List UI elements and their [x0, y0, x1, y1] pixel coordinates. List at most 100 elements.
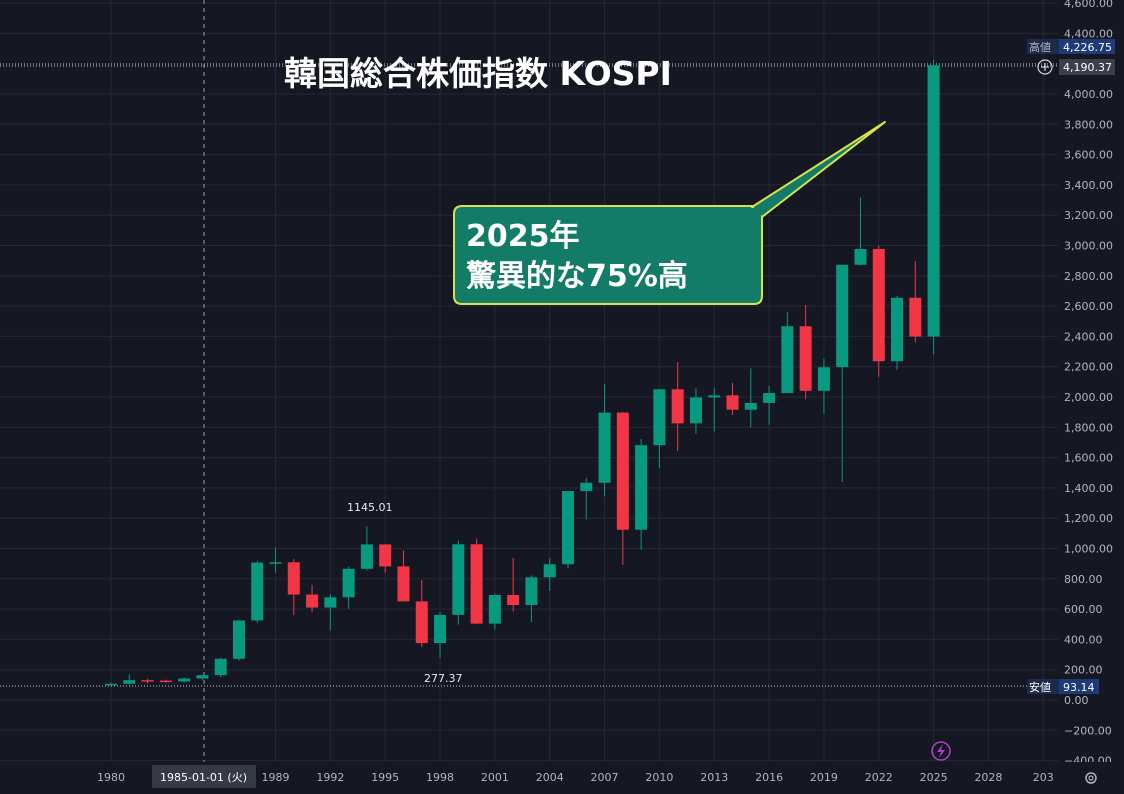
candle-2009[interactable]	[635, 438, 648, 550]
gear-icon[interactable]	[1085, 772, 1097, 784]
y-tick-label: 400.00	[1064, 633, 1103, 646]
candle-1997[interactable]	[415, 580, 428, 647]
y-tick-label: 1,800.00	[1064, 421, 1113, 434]
current-price-marker[interactable]: 4,190.37	[1037, 59, 1115, 75]
x-tick-label: 2025	[920, 771, 948, 784]
candle-2002[interactable]	[507, 558, 520, 612]
candle-2018[interactable]	[799, 305, 812, 400]
y-tick-label: 3,000.00	[1064, 240, 1113, 253]
low-1998-annotation: 277.37	[424, 672, 463, 685]
candle-body	[178, 678, 191, 682]
y-tick-label: 1,400.00	[1064, 482, 1113, 495]
y-tick-label: 3,800.00	[1064, 118, 1113, 131]
candle-2020[interactable]	[836, 264, 849, 482]
candle-1986[interactable]	[214, 657, 227, 678]
current-price-value: 4,190.37	[1063, 61, 1112, 74]
candle-body	[123, 680, 136, 684]
candle-body	[452, 544, 465, 615]
add-alert-icon[interactable]	[1037, 59, 1053, 75]
time-axis[interactable]: 1980 1985-01-01 (火) 1989 1992 1995 1998 2001 20…	[0, 762, 1124, 794]
candle-1985[interactable]	[196, 675, 209, 681]
y-tick-label: 1,200.00	[1064, 512, 1113, 525]
candle-1994[interactable]	[360, 526, 373, 571]
candle-2024[interactable]	[909, 261, 922, 343]
candle-2005[interactable]	[562, 491, 574, 569]
y-tick-label: 0.00	[1064, 694, 1089, 707]
candle-body	[196, 675, 209, 679]
candle-2010[interactable]	[653, 389, 666, 468]
candle-body	[836, 264, 849, 368]
candle-1989[interactable]	[269, 547, 282, 573]
y-tick-label: 4,000.00	[1064, 88, 1113, 101]
candle-2014[interactable]	[726, 382, 739, 416]
x-tick-label: 1995	[371, 771, 399, 784]
candle-2011[interactable]	[671, 362, 684, 451]
candle-1998[interactable]	[434, 612, 447, 659]
candle-body	[306, 594, 319, 608]
callout-box: 2025年 驚異的な75%高	[453, 121, 886, 305]
candle-body	[470, 544, 483, 624]
candle-body	[525, 577, 538, 606]
y-tick-label: 2,400.00	[1064, 330, 1113, 343]
candle-2015[interactable]	[744, 368, 757, 428]
x-tick-label: 2019	[810, 771, 838, 784]
candle-2004[interactable]	[543, 558, 556, 592]
high-marker-label: 高値	[1029, 40, 1051, 54]
candle-2016[interactable]	[763, 385, 776, 425]
candle-2023[interactable]	[891, 295, 904, 370]
candle-body	[909, 297, 922, 337]
candle-1982[interactable]	[141, 678, 154, 684]
candle-2025[interactable]	[927, 59, 940, 354]
candle-body	[817, 367, 830, 391]
candle-1993[interactable]	[342, 566, 355, 610]
candle-1996[interactable]	[397, 550, 410, 602]
candle-1995[interactable]	[379, 544, 392, 573]
candle-1988[interactable]	[251, 560, 264, 623]
candle-body	[616, 412, 629, 530]
candle-2007[interactable]	[598, 384, 611, 497]
candle-body	[251, 562, 264, 621]
candle-2017[interactable]	[781, 312, 794, 394]
candle-2019[interactable]	[817, 358, 830, 414]
candle-1981[interactable]	[123, 674, 136, 685]
candle-body	[562, 491, 574, 565]
candle-1991[interactable]	[306, 584, 319, 613]
candle-2008[interactable]	[616, 411, 629, 565]
candle-body	[543, 564, 556, 578]
price-axis[interactable]: 4,600.00 4,400.00 4,000.00 3,800.00 3,600.00…	[1058, 0, 1124, 770]
candle-2000[interactable]	[470, 538, 483, 625]
low-marker: 安値 93.14	[1027, 679, 1099, 694]
candle-1990[interactable]	[287, 559, 300, 616]
candle-body	[726, 395, 739, 410]
x-tick-label: 2004	[536, 771, 564, 784]
candle-2003[interactable]	[525, 575, 538, 622]
candle-body	[708, 395, 721, 398]
candle-2021[interactable]	[854, 197, 867, 266]
candle-1992[interactable]	[324, 593, 337, 631]
candle-2022[interactable]	[872, 245, 885, 377]
candle-body	[488, 595, 501, 624]
candle-body	[232, 620, 245, 659]
candle-1987[interactable]	[232, 619, 245, 661]
candle-2012[interactable]	[689, 388, 702, 434]
candle-body	[287, 562, 300, 595]
candle-1980[interactable]	[105, 682, 117, 686]
chart-title: 韓国総合株価指数 KOSPI	[284, 54, 672, 93]
candle-2001[interactable]	[488, 593, 501, 630]
candle-1999[interactable]	[452, 540, 465, 625]
candle-2006[interactable]	[580, 478, 593, 520]
x-tick-label: 2013	[700, 771, 728, 784]
x-tick-label: 203	[1033, 771, 1054, 784]
candle-body	[360, 544, 373, 569]
y-tick-label: 1,000.00	[1064, 543, 1113, 556]
candle-layer	[105, 59, 940, 686]
lightning-icon[interactable]	[931, 741, 951, 761]
low-marker-value: 93.14	[1063, 681, 1095, 694]
candle-1984[interactable]	[178, 677, 191, 683]
y-tick-label: 1,600.00	[1064, 452, 1113, 465]
candle-2013[interactable]	[708, 387, 721, 432]
x-tick-label: 1992	[316, 771, 344, 784]
candle-body	[342, 568, 355, 598]
x-tick-label: 2028	[974, 771, 1002, 784]
candle-1983[interactable]	[159, 679, 172, 683]
